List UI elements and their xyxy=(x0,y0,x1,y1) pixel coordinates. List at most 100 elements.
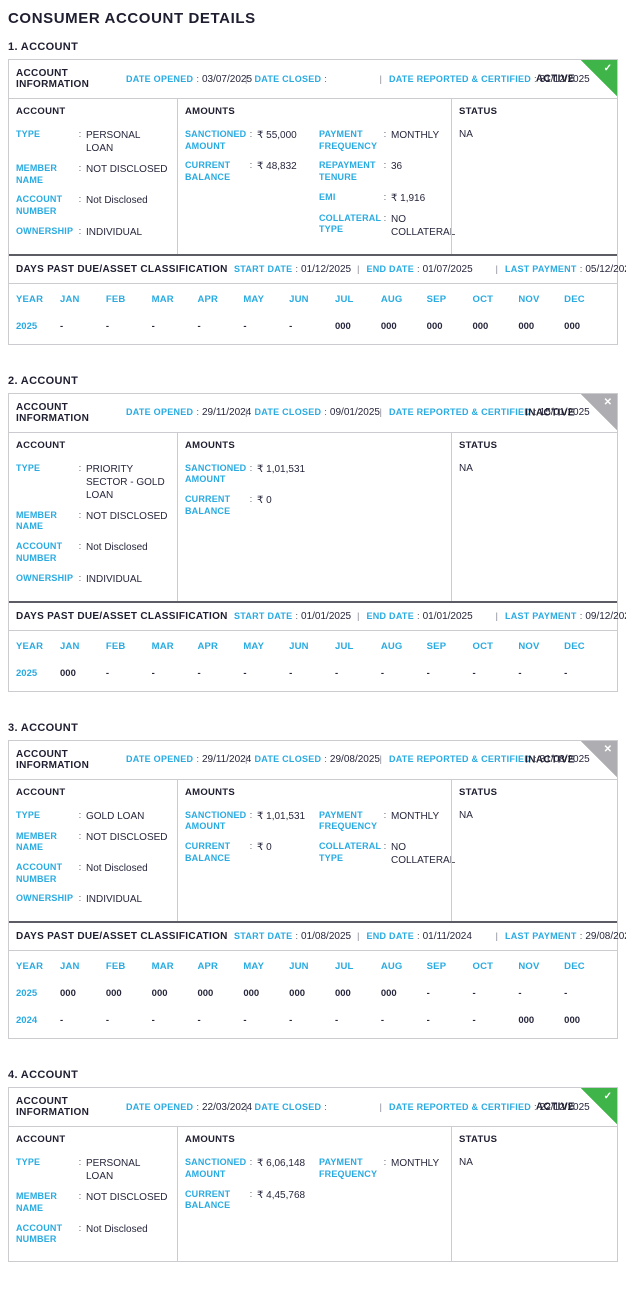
dpd-cell: - xyxy=(243,667,247,679)
dpd-cell: - xyxy=(518,667,522,679)
date-closed-value: 09/01/2025 xyxy=(329,407,380,419)
month-column-header: JUN xyxy=(289,961,309,973)
card-header: ACCOUNT INFORMATION DATE OPENED:03/07/202… xyxy=(9,60,617,99)
start-date-value: 01/12/2025 xyxy=(301,263,352,275)
colon: : xyxy=(78,1222,82,1234)
colon: : xyxy=(534,73,537,85)
colon: : xyxy=(196,1101,199,1113)
account-heading: 4. ACCOUNT xyxy=(8,1069,79,1082)
field-value: INDIVIDUAL xyxy=(86,894,143,906)
amounts-column-header: AMOUNTS xyxy=(185,786,236,798)
account-field: ACCOUNT NUMBER: Not Disclosed xyxy=(16,194,170,217)
account-field: MEMBER NAME: NOT DISCLOSED xyxy=(16,163,170,186)
amounts-subcolumns: SANCTIONED AMOUNT: ₹ 1,01,531 CURRENT BALA… xyxy=(185,463,444,526)
month-column-header: JAN xyxy=(60,640,80,652)
dpd-cell: 000 xyxy=(564,320,581,332)
amount-field: CURRENT BALANCE: ₹ 0 xyxy=(185,494,319,517)
amount-field: CURRENT BALANCE: ₹ 4,45,768 xyxy=(185,1189,319,1212)
month-column-header: SEP xyxy=(426,640,447,652)
colon: : xyxy=(579,931,583,943)
amount-field: PAYMENT FREQUENCY: MONTHLY xyxy=(319,1157,444,1180)
field-label: MEMBER NAME xyxy=(16,163,58,185)
dpd-cell: 000 xyxy=(60,988,76,1000)
date-opened: DATE OPENED:29/11/2024 xyxy=(126,754,251,765)
field-label: PAYMENT FREQUENCY xyxy=(319,129,378,151)
amounts-right-subcolumn: PAYMENT FREQUENCY: MONTHLY xyxy=(319,1157,444,1220)
field-label: CURRENT BALANCE xyxy=(185,1188,231,1211)
accounts-list: 1. ACCOUNT ✓ ACCOUNT INFORMATION DATE OPENE… xyxy=(8,41,626,1262)
field-label: OWNERSHIP xyxy=(16,893,74,904)
colon: : xyxy=(295,263,299,275)
account-state-badge: INACTIVE xyxy=(525,754,575,765)
amount-field: COLLATERAL TYPE: NO COLLATERAL xyxy=(319,213,455,239)
month-column-header: MAR xyxy=(151,640,174,652)
colon: : xyxy=(324,73,327,85)
dpd-header-row: YEAR JAN FEB MAR APR MAY JUN JUL AUG SEP OCT NOV DEC xyxy=(16,286,610,313)
start-date-label: START DATE xyxy=(234,263,293,274)
status-value: NA xyxy=(459,1157,473,1169)
dpd-table: YEAR JAN FEB MAR APR MAY JUN JUL AUG SEP OCT NOV DEC… xyxy=(9,284,617,344)
dpd-header: DAYS PAST DUE/ASSET CLASSIFICATION START … xyxy=(9,921,626,952)
date-opened-label: DATE OPENED xyxy=(126,73,194,84)
month-column-header: NOV xyxy=(518,961,540,973)
field-value: ₹ 4,45,768 xyxy=(257,1189,306,1201)
month-column-header: OCT xyxy=(472,640,494,652)
account-field: MEMBER NAME: NOT DISCLOSED xyxy=(16,831,170,854)
field-value: Not Disclosed xyxy=(86,862,148,874)
colon: : xyxy=(249,1188,253,1200)
card-header-meta: DATE OPENED:29/11/2024 | DATE CLOSED:09/01… xyxy=(126,407,590,419)
account-field: TYPE: PERSONAL LOAN xyxy=(16,129,170,155)
dpd-cell: 000 xyxy=(243,988,260,1000)
end-date-label: END DATE xyxy=(366,610,414,621)
field-value: ₹ 48,832 xyxy=(257,161,297,173)
month-column-header: JUN xyxy=(289,293,309,305)
colon: : xyxy=(249,462,253,474)
field-label: SANCTIONED AMOUNT xyxy=(185,1157,247,1179)
colon: : xyxy=(196,73,199,85)
dpd-start-date: START DATE:01/12/2025 xyxy=(234,263,352,275)
amounts-left-subcolumn: SANCTIONED AMOUNT: ₹ 55,000 CURRENT BALANC… xyxy=(185,129,319,247)
close-icon: ✕ xyxy=(603,396,612,408)
last-payment-value: 09/12/2024 xyxy=(585,610,626,622)
column-account: ACCOUNT TYPE: PERSONAL LOAN MEMBER NAME: NOT… xyxy=(9,99,177,254)
amount-field: SANCTIONED AMOUNT: ₹ 1,01,531 xyxy=(185,463,319,486)
month-column-header: DEC xyxy=(564,293,585,305)
colon: : xyxy=(78,462,82,474)
field-value: ₹ 0 xyxy=(257,495,272,507)
field-value: ₹ 1,01,531 xyxy=(257,463,306,475)
month-column-header: JUL xyxy=(334,961,354,973)
account-field: TYPE: GOLD LOAN xyxy=(16,810,170,823)
month-column-header: DEC xyxy=(564,961,585,973)
amounts-subcolumns: SANCTIONED AMOUNT: ₹ 55,000 CURRENT BALANC… xyxy=(185,129,455,247)
pipe-separator: | xyxy=(379,407,382,419)
end-date-label: END DATE xyxy=(366,931,414,942)
dpd-cell: - xyxy=(289,320,293,332)
dpd-data-row: 2025 000 000 000 000 000 000 000 000 - - - - xyxy=(16,980,610,1007)
dpd-title: DAYS PAST DUE/ASSET CLASSIFICATION xyxy=(16,610,228,622)
account-card: ✓ ACCOUNT INFORMATION DATE OPENED:03/07/20… xyxy=(8,59,626,345)
account-card: ✕ ACCOUNT INFORMATION DATE OPENED:29/11/20… xyxy=(8,739,626,1040)
colon: : xyxy=(383,809,387,821)
last-payment-label: LAST PAYMENT xyxy=(504,263,577,274)
inactive-status-ribbon: ✕ xyxy=(581,740,617,777)
pipe-separator: | xyxy=(495,931,498,943)
month-column-header: APR xyxy=(197,961,219,973)
field-value: NOT DISCLOSED xyxy=(86,164,168,175)
date-closed: DATE CLOSED: xyxy=(254,1102,372,1113)
field-value: MONTHLY xyxy=(391,810,440,822)
colon: : xyxy=(324,754,327,765)
colon: : xyxy=(78,1191,82,1203)
account-field: OWNERSHIP: INDIVIDUAL xyxy=(16,226,170,239)
month-column-header: OCT xyxy=(472,293,494,305)
dpd-cell: - xyxy=(60,320,64,332)
amount-field: CURRENT BALANCE: ₹ 0 xyxy=(185,841,319,864)
column-status: STATUS NA xyxy=(451,1127,617,1261)
dpd-cell: - xyxy=(105,667,109,679)
dpd-cell: - xyxy=(151,320,155,332)
pipe-separator: | xyxy=(495,263,498,275)
month-column-header: AUG xyxy=(380,640,403,652)
date-reported-label: DATE REPORTED & CERTIFIED xyxy=(388,73,532,84)
account-column-header: ACCOUNT xyxy=(16,106,66,117)
amounts-right-subcolumn: PAYMENT FREQUENCY: MONTHLY COLLATERAL TYPE… xyxy=(319,809,455,875)
account-information-label: ACCOUNT INFORMATION xyxy=(16,1096,90,1119)
